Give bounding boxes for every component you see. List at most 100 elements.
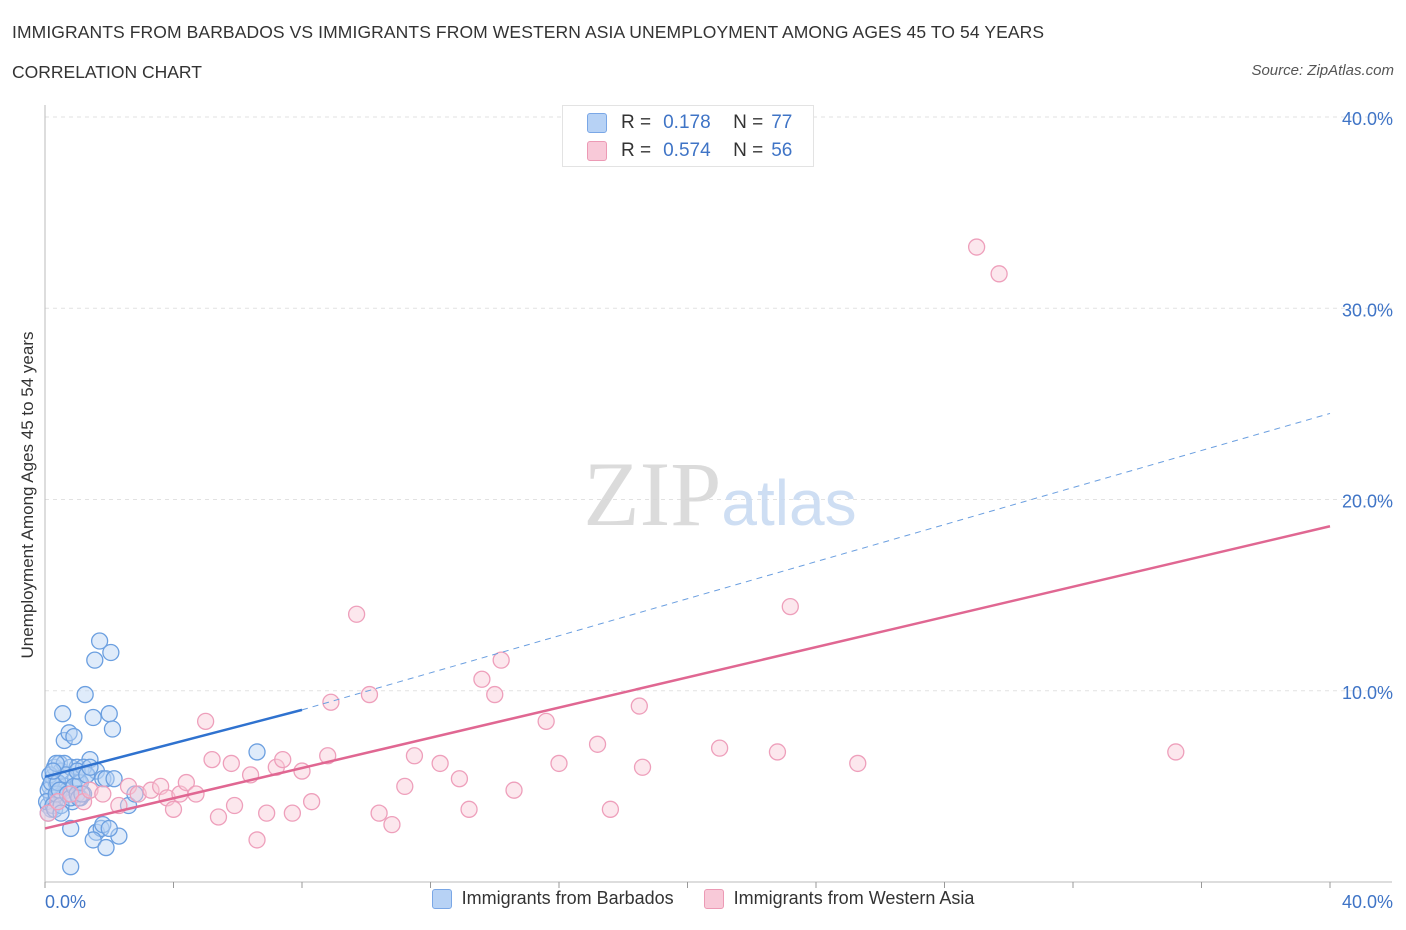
barbados-point xyxy=(90,632,109,650)
barbados-point xyxy=(105,770,123,788)
x-tick-label-max: 40.0% xyxy=(1342,892,1393,912)
western-asia-point xyxy=(177,773,196,792)
western-asia-point xyxy=(322,693,340,711)
legend-label-western-asia: Immigrants from Western Asia xyxy=(733,888,975,908)
western-asia-point xyxy=(81,781,99,799)
r-label: R = xyxy=(621,112,652,133)
western-asia-point xyxy=(196,712,215,730)
bottom-legend: Immigrants from Barbados Immigrants from… xyxy=(0,888,1406,909)
western-asia-point xyxy=(209,808,228,826)
watermark-atlas: atlas xyxy=(721,467,856,539)
barbados-point xyxy=(84,708,102,727)
western-asia-point xyxy=(633,758,652,776)
western-asia-point xyxy=(1167,743,1185,761)
western-asia-point xyxy=(62,785,80,803)
stats-row-pink: R = 0.574 N = 56 xyxy=(587,140,792,162)
barbados-point xyxy=(248,743,266,761)
western-asia-point xyxy=(94,785,112,803)
y-axis-label: Unemployment Among Ages 45 to 54 years xyxy=(18,331,37,659)
pink-r-value: 0.574 xyxy=(663,140,711,161)
chart-title: IMMIGRANTS FROM BARBADOS VS IMMIGRANTS F… xyxy=(12,22,1045,42)
barbados-point xyxy=(84,831,102,849)
barbados-point xyxy=(100,705,118,723)
western-asia-point xyxy=(258,804,276,822)
western-asia-point xyxy=(225,796,244,815)
gridlines xyxy=(45,116,1392,692)
western-asia-point xyxy=(203,750,221,769)
legend-swatch-pink xyxy=(703,888,724,909)
western-asia-point xyxy=(486,685,504,704)
barbados-point xyxy=(102,643,120,662)
barbados-point xyxy=(62,858,80,876)
n-label: N = xyxy=(733,140,764,161)
pink-n-value: 56 xyxy=(771,140,793,161)
western-asia-point xyxy=(129,785,147,803)
barbados-point xyxy=(54,705,72,723)
chart-subtitle: CORRELATION CHART xyxy=(12,62,202,82)
western-asia-point xyxy=(248,831,266,849)
blue-r-value: 0.178 xyxy=(663,112,711,133)
legend-item-barbados[interactable]: Immigrants from Barbados xyxy=(431,888,674,909)
western-asia-point xyxy=(550,754,568,773)
source-label: Source: ZipAtlas.com xyxy=(1251,62,1394,79)
n-label: N = xyxy=(733,112,764,133)
watermark: ZIPatlas xyxy=(583,443,856,545)
western-asia-trend-line xyxy=(44,525,1331,830)
blue-n-value: 77 xyxy=(771,112,793,133)
barbados-points xyxy=(37,632,266,876)
barbados-point xyxy=(103,720,122,738)
western-asia-point xyxy=(601,800,620,818)
western-asia-point xyxy=(49,793,67,811)
legend-label-barbados: Immigrants from Barbados xyxy=(461,888,674,908)
western-asia-point xyxy=(274,750,292,769)
western-asia-point xyxy=(302,793,321,811)
y-tick-label: 40.0% xyxy=(1342,109,1393,129)
western-asia-point xyxy=(849,754,867,773)
blue-swatch xyxy=(587,113,607,133)
western-asia-point xyxy=(283,804,302,822)
trend-lines xyxy=(44,412,1331,830)
western-asia-point xyxy=(383,815,401,834)
barbados-point xyxy=(100,819,118,838)
western-asia-point xyxy=(781,597,799,616)
barbados-point xyxy=(76,685,94,704)
western-asia-point xyxy=(492,651,510,669)
western-asia-point xyxy=(473,670,491,688)
watermark-zip: ZIP xyxy=(583,443,721,545)
barbados-trend-line xyxy=(44,708,303,779)
western-asia-point xyxy=(222,754,240,773)
y-tick-label: 10.0% xyxy=(1342,683,1393,703)
western-asia-point xyxy=(142,781,160,799)
western-asia-point xyxy=(990,265,1008,283)
barbados-point xyxy=(86,651,104,669)
legend-swatch-blue xyxy=(431,888,452,909)
western-asia-point xyxy=(505,781,523,799)
barbados-trend-extension xyxy=(301,412,1331,711)
western-asia-point xyxy=(370,804,388,822)
pink-swatch xyxy=(587,141,607,161)
western-asia-point xyxy=(405,747,424,765)
western-asia-point xyxy=(450,770,469,788)
stats-legend: R = 0.178 N = 77 R = 0.574 N = 56 xyxy=(562,105,814,167)
legend-item-western-asia[interactable]: Immigrants from Western Asia xyxy=(703,888,975,909)
tick-labels: 10.0% 20.0% 30.0% 40.0% 0.0% 40.0% xyxy=(45,109,1393,912)
western-asia-point xyxy=(630,697,648,715)
y-tick-label: 20.0% xyxy=(1342,492,1393,512)
western-asia-point xyxy=(39,804,57,822)
y-tick-label: 30.0% xyxy=(1342,300,1393,320)
western-asia-point xyxy=(588,735,607,753)
barbados-point xyxy=(97,838,115,857)
barbados-point xyxy=(65,728,83,746)
western-asia-point xyxy=(710,739,729,757)
axes xyxy=(44,105,1392,888)
western-asia-point xyxy=(396,777,414,796)
western-asia-point xyxy=(431,754,449,773)
western-asia-point xyxy=(164,800,183,818)
r-label: R = xyxy=(621,140,652,161)
western-asia-points xyxy=(39,238,1185,849)
western-asia-point xyxy=(537,712,555,730)
western-asia-point xyxy=(967,238,986,256)
western-asia-point xyxy=(460,800,478,818)
western-asia-point xyxy=(360,685,379,704)
